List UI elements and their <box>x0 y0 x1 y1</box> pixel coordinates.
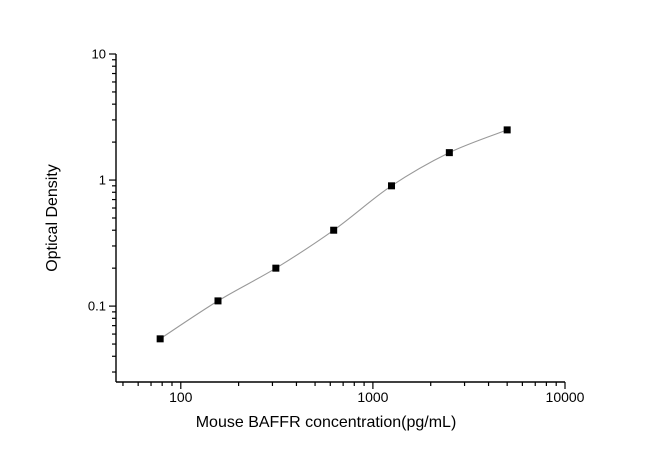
y-tick-label: 0.1 <box>88 299 106 314</box>
fit-curve <box>159 129 508 340</box>
y-tick-label: 1 <box>99 173 106 188</box>
data-point-marker <box>388 182 396 190</box>
x-tick-label: 10000 <box>546 389 585 405</box>
x-tick-label: 1000 <box>357 389 388 405</box>
plot-area: 100 1000 10000 10 1 0.1 <box>88 47 585 406</box>
data-point-marker <box>330 226 338 234</box>
data-point-marker <box>272 264 280 272</box>
y-tick-label: 10 <box>92 47 106 62</box>
y-axis-title: Optical Density <box>44 164 61 272</box>
data-point-marker <box>503 126 511 134</box>
x-tick-label: 100 <box>169 389 193 405</box>
data-point-marker <box>445 149 453 157</box>
x-axis-title: Mouse BAFFR concentration(pg/mL) <box>196 414 457 431</box>
data-point-marker <box>214 297 222 305</box>
data-point-marker <box>156 335 164 343</box>
